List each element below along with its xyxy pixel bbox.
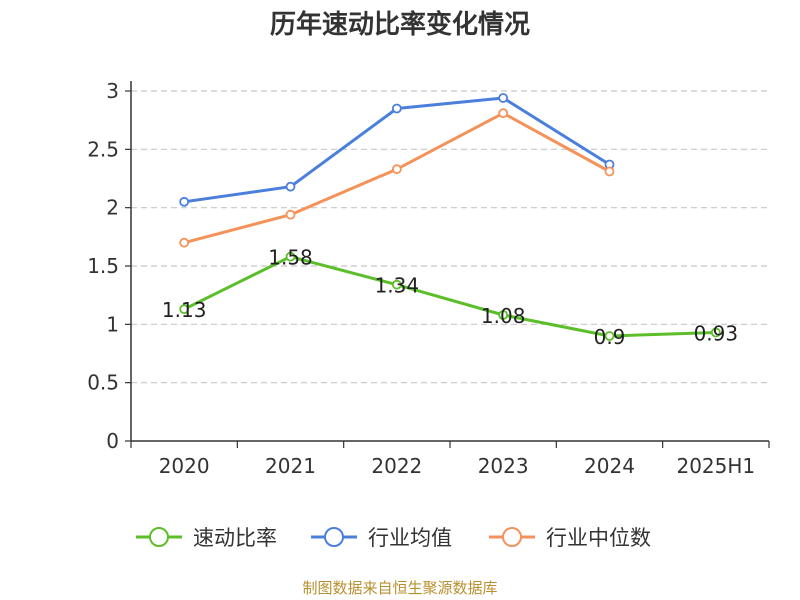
legend-swatch-marker xyxy=(324,527,344,547)
y-tick-label: 0.5 xyxy=(87,371,119,395)
y-tick-label: 3 xyxy=(106,79,119,103)
y-tick-label: 1.5 xyxy=(87,254,119,278)
x-tick-label: 2020 xyxy=(159,454,210,478)
data-point xyxy=(179,304,190,315)
legend-label: 行业均值 xyxy=(368,526,452,550)
data-point xyxy=(498,108,509,119)
legend-swatch-marker xyxy=(502,527,522,547)
data-label: 0.93 xyxy=(694,322,739,346)
x-tick-label: 2023 xyxy=(478,454,529,478)
x-tick-label: 2021 xyxy=(265,454,316,478)
y-tick-label: 2 xyxy=(106,196,119,220)
data-point xyxy=(285,209,296,220)
axes: 0 0.5 1 1.5 2 2.5 3 2020 2021 2022 2023 2024 2025H1 xyxy=(87,79,770,478)
series-line-0 xyxy=(183,255,716,338)
data-point xyxy=(498,310,509,320)
data-point xyxy=(604,331,615,341)
data-point xyxy=(179,237,190,248)
data-point xyxy=(179,196,190,207)
data-point xyxy=(710,327,721,338)
data-point xyxy=(285,181,296,192)
legend-label: 行业中位数 xyxy=(546,526,651,550)
x-tick-label: 2022 xyxy=(371,454,422,478)
data-label: 1.13 xyxy=(162,298,207,322)
series-layer xyxy=(179,93,721,341)
data-point xyxy=(604,166,615,177)
source-note: 制图数据来自恒生聚源数据库 xyxy=(302,579,497,597)
data-point xyxy=(391,279,402,290)
grid xyxy=(131,90,769,384)
x-tick-label: 2024 xyxy=(584,454,635,478)
data-label: 0.9 xyxy=(594,325,626,349)
x-tick-label: 2025H1 xyxy=(676,454,755,478)
data-labels: 1.13 1.58 1.34 1.08 0.9 0.93 xyxy=(162,246,738,349)
y-tick-label: 0 xyxy=(106,429,119,453)
chart-title: 历年速动比率变化情况 xyxy=(270,9,530,40)
data-point xyxy=(498,93,509,103)
data-label: 1.34 xyxy=(375,274,420,298)
data-point xyxy=(285,251,296,262)
data-label: 1.08 xyxy=(481,304,526,328)
data-point xyxy=(391,103,402,114)
data-label: 1.58 xyxy=(268,246,313,270)
legend-swatch-marker xyxy=(149,527,169,547)
y-tick-label: 2.5 xyxy=(87,137,119,161)
data-point xyxy=(391,164,402,175)
y-tick-label: 1 xyxy=(106,312,119,336)
legend-label: 速动比率 xyxy=(193,526,277,550)
legend: 速动比率 行业均值 行业中位数 xyxy=(136,526,651,550)
series-line-2 xyxy=(183,111,611,245)
